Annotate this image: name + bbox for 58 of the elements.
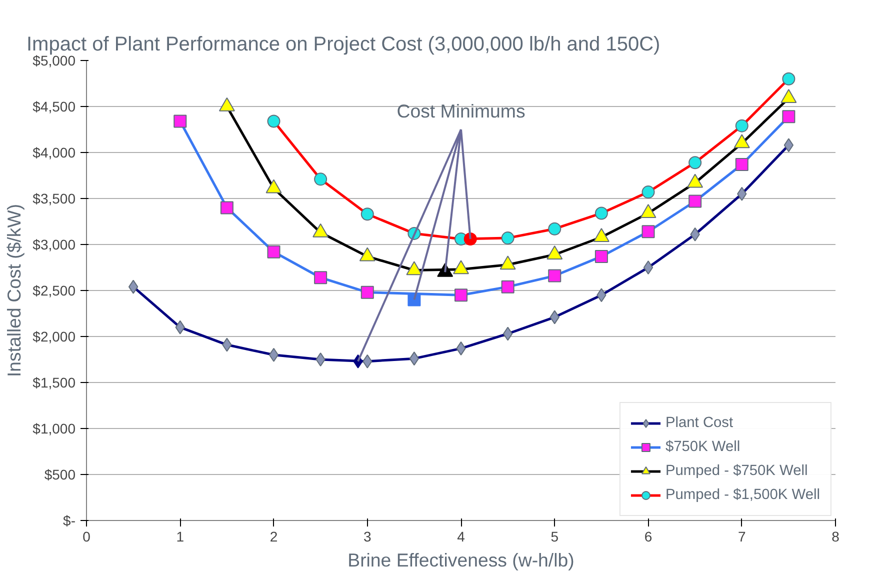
y-tick-label: $3,000 [32, 236, 76, 252]
point [128, 280, 138, 294]
x-tick-label: 7 [738, 528, 746, 544]
y-axis-title: Installed Cost ($/kW) [4, 204, 25, 378]
point [220, 201, 234, 214]
x-tick-label: 4 [457, 528, 466, 544]
y-tick-label: $1,000 [32, 420, 76, 436]
x-axis-title: Brine Effectiveness (w-h/lb) [348, 550, 574, 570]
y-tick-label: $2,000 [32, 328, 76, 344]
point [314, 271, 328, 284]
point [548, 222, 562, 236]
point [360, 286, 374, 299]
point [454, 288, 468, 302]
x-tick-label: 8 [832, 528, 840, 544]
y-tick-label: $4,000 [32, 144, 76, 160]
x-tick-label: 3 [363, 528, 372, 544]
point [594, 206, 608, 220]
point [782, 110, 796, 124]
y-tick-label: $500 [44, 466, 76, 482]
legend-label: $750K Well [665, 439, 740, 455]
point [360, 208, 374, 221]
point [502, 326, 513, 341]
point [782, 72, 796, 86]
annotation: Cost Minimums [396, 100, 526, 122]
point [501, 280, 514, 294]
point [642, 186, 655, 199]
y-tick-label: $3,500 [32, 190, 76, 206]
point [688, 194, 702, 208]
legend-label: Pumped - $750K Well [665, 463, 808, 479]
point [174, 114, 187, 128]
chart-title: Impact of Plant Performance on Project Cost (3,000,000 lb/h and 150C) [26, 34, 660, 56]
point [314, 172, 328, 186]
point [316, 352, 326, 366]
y-tick-label: $1,500 [32, 374, 76, 390]
point [643, 260, 654, 274]
point [688, 156, 702, 170]
x-tick-label: 0 [82, 528, 91, 544]
point [408, 293, 421, 306]
legend-label: Pumped - $1,500K Well [665, 487, 820, 503]
y-tick-label: $2,500 [32, 282, 76, 298]
point [409, 352, 420, 366]
point [735, 158, 748, 171]
x-tick-label: 6 [644, 528, 652, 544]
point [501, 232, 514, 245]
point [642, 225, 655, 238]
point [735, 119, 748, 132]
y-tick-label: $4,500 [32, 98, 76, 114]
legend-label: Plant Cost [665, 415, 734, 431]
point [548, 269, 562, 282]
x-tick-label: 1 [176, 528, 184, 544]
point [268, 348, 279, 362]
x-tick-label: 2 [270, 528, 278, 544]
y-tick-label: $- [63, 512, 76, 528]
point [267, 245, 280, 258]
point [267, 114, 280, 128]
point [594, 250, 608, 263]
x-tick-label: 5 [550, 528, 559, 544]
point [784, 138, 794, 152]
